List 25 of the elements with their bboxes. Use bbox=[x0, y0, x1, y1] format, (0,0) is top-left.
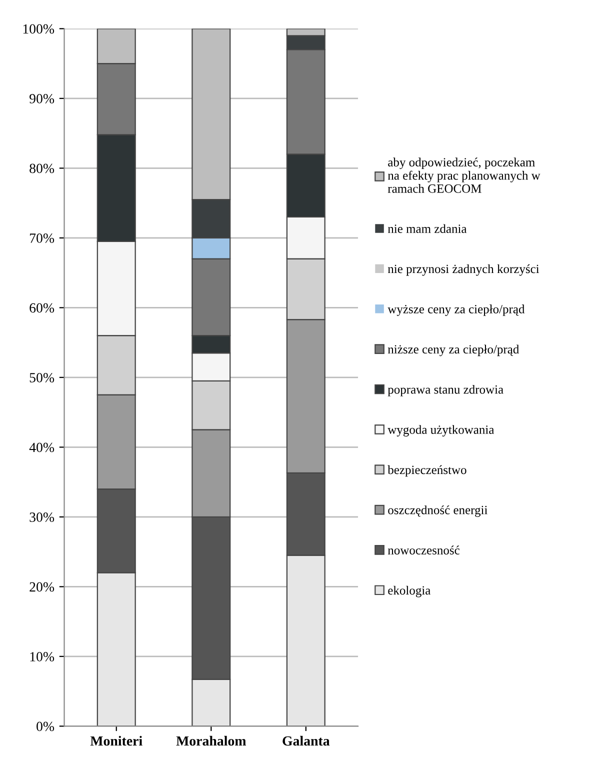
legend-label: niższe ceny za ciepło/prąd bbox=[388, 344, 520, 356]
y-tick-label: 100% bbox=[23, 24, 54, 34]
y-tick-label: 10% bbox=[30, 652, 54, 662]
y-tick-label: 0% bbox=[36, 722, 54, 732]
x-tick-label: Galanta bbox=[282, 736, 330, 746]
y-tick-label: 80% bbox=[30, 164, 54, 174]
y-tick-label: 60% bbox=[30, 303, 54, 313]
y-tick-label: 30% bbox=[30, 512, 54, 522]
y-tick-label: 20% bbox=[30, 582, 54, 592]
y-tick-label: 70% bbox=[30, 234, 54, 243]
legend-label: wyższe ceny za ciepło/prąd bbox=[388, 304, 525, 316]
legend-label: aby odpowiedzieć, poczekam na efekty prac planowanych w ramach GEOCOM bbox=[388, 158, 540, 193]
legend-label: ekologia bbox=[388, 586, 431, 598]
legend-label: nie mam zdania bbox=[388, 224, 467, 233]
y-tick-label: 50% bbox=[30, 373, 54, 382]
x-tick-label: Morahalom bbox=[176, 736, 246, 746]
y-tick-label: 90% bbox=[30, 94, 54, 104]
x-tick-label: Moniteri bbox=[90, 736, 142, 746]
legend-label: wygoda użytkowania bbox=[388, 425, 494, 436]
legend-label: oszczędność energii bbox=[388, 505, 488, 517]
legend-label: poprawa stanu zdrowia bbox=[388, 384, 504, 396]
legend-label: nowoczesność bbox=[388, 546, 460, 554]
legend-label: bezpieczeństwo bbox=[388, 465, 466, 477]
legend-label: nie przynosi żadnych korzyści bbox=[388, 264, 540, 276]
y-tick-label: 40% bbox=[29, 442, 54, 452]
